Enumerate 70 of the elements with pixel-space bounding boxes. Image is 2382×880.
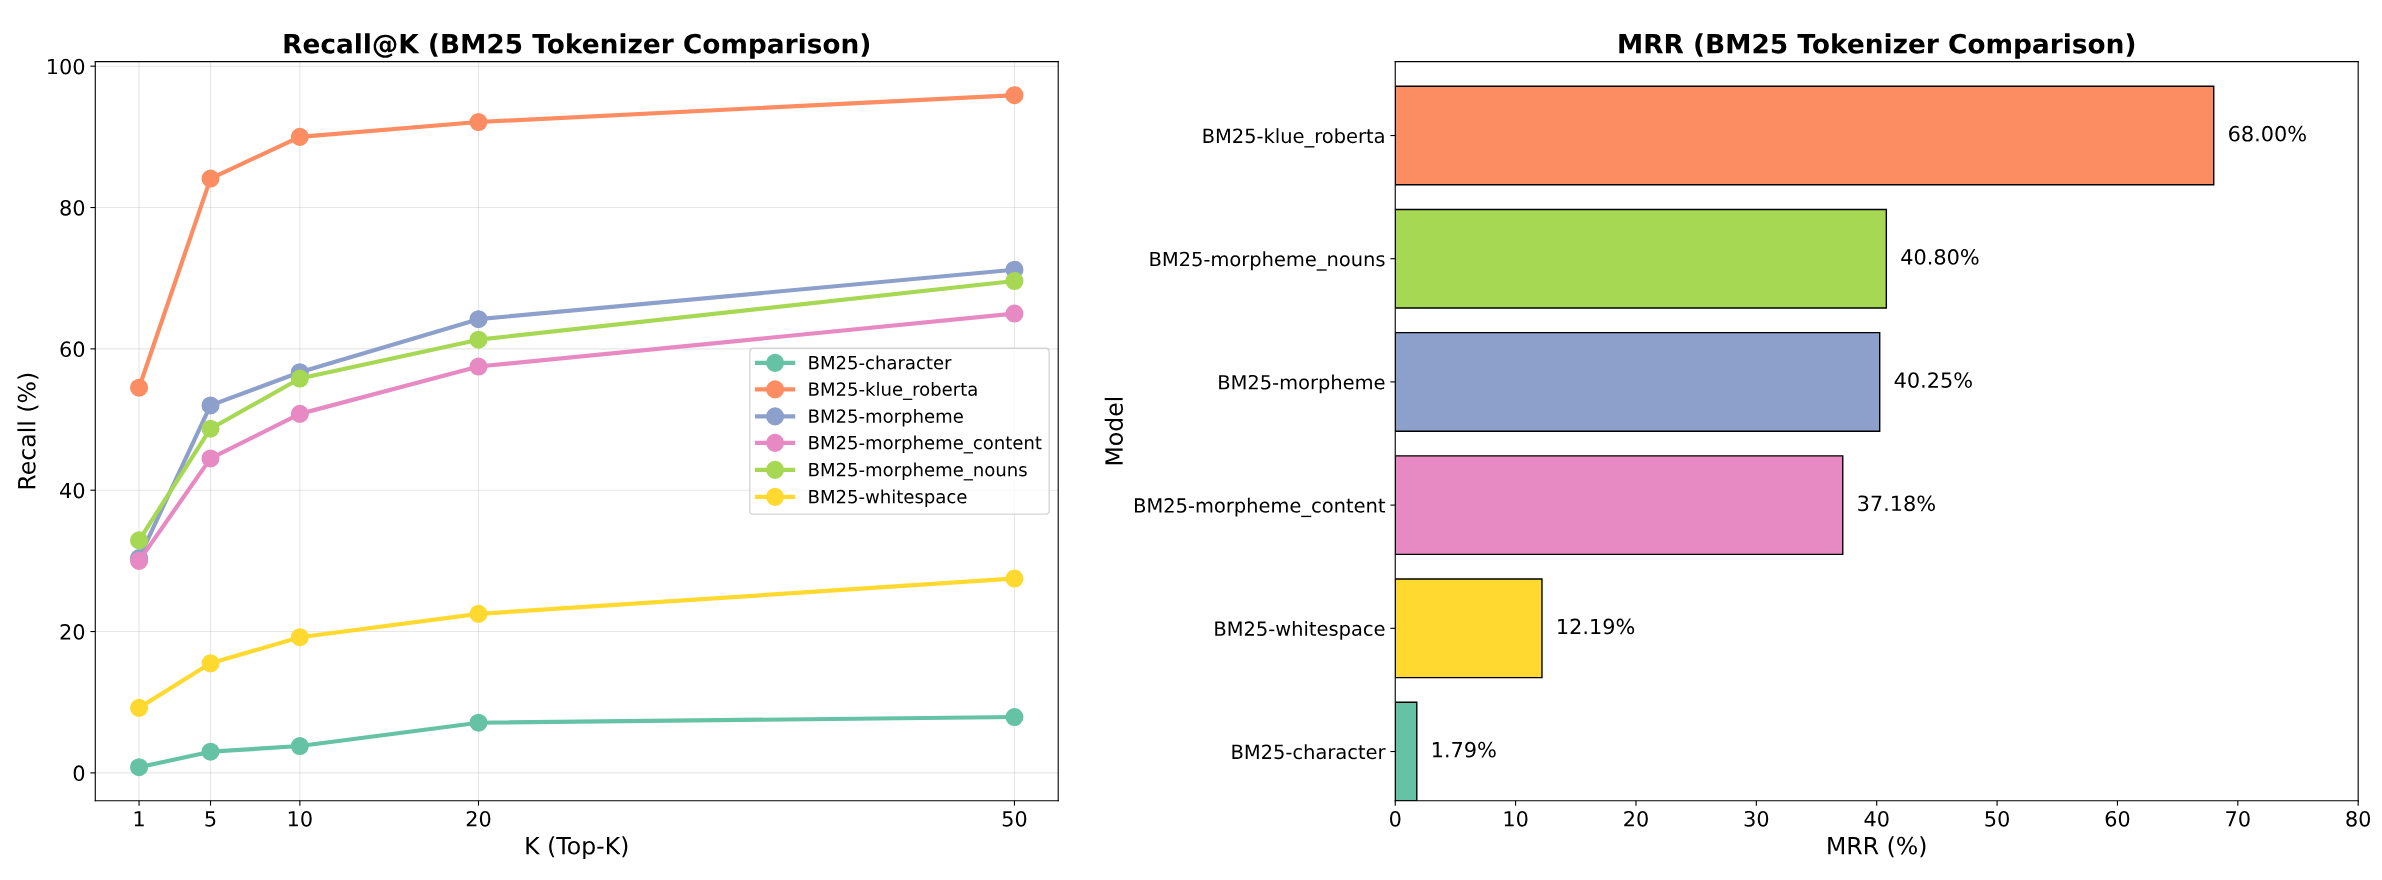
legend-label: BM25-character bbox=[809, 355, 952, 370]
y-tick-label: BM25-klue_roberta bbox=[1203, 128, 1384, 148]
legend-label: BM25-klue_roberta bbox=[809, 381, 977, 400]
x-tick-label: 10 bbox=[1504, 810, 1528, 827]
point bbox=[469, 713, 488, 732]
data-label: 68.00% bbox=[2229, 125, 2306, 142]
point bbox=[290, 737, 309, 756]
x-tick-label: 20 bbox=[1624, 810, 1648, 827]
x-tick-label: 30 bbox=[1744, 810, 1769, 827]
y-tick-label: 100 bbox=[48, 58, 85, 75]
legend-label: BM25-whitespace bbox=[809, 489, 967, 507]
x-tick-label: 1 bbox=[134, 811, 144, 827]
point bbox=[290, 628, 309, 647]
point bbox=[290, 127, 309, 146]
point bbox=[130, 758, 149, 777]
x-axis-title: K (Top-K) bbox=[526, 836, 628, 860]
point bbox=[130, 378, 149, 397]
point bbox=[1005, 271, 1024, 291]
point bbox=[290, 369, 309, 388]
point bbox=[201, 654, 220, 673]
y-tick-label: BM25-morpheme_nouns bbox=[1150, 251, 1385, 271]
y-tick-label: 60 bbox=[60, 341, 85, 358]
y-tick-label: BM25-morpheme_content bbox=[1135, 497, 1386, 518]
point bbox=[201, 169, 220, 188]
y-axis-title: Recall (%) bbox=[17, 373, 39, 489]
data-label: 40.25% bbox=[1894, 372, 1972, 388]
y-tick-label: 0 bbox=[73, 765, 85, 782]
data-label: 40.80% bbox=[1901, 249, 1979, 265]
y-tick-label: BM25-whitespace bbox=[1215, 620, 1385, 640]
point bbox=[201, 419, 220, 438]
point bbox=[469, 357, 488, 376]
point bbox=[290, 404, 309, 423]
chart-title: Recall@K (BM25 Tokenizer Comparison) bbox=[284, 33, 870, 59]
data-label: 12.19% bbox=[1558, 618, 1635, 635]
point bbox=[130, 698, 149, 717]
x-axis-title: MRR (%) bbox=[1828, 836, 1926, 858]
x-tick-label: 50 bbox=[1985, 810, 2009, 827]
point bbox=[1005, 304, 1024, 323]
y-tick-label: 80 bbox=[60, 199, 85, 216]
point bbox=[201, 396, 220, 415]
x-tick-label: 20 bbox=[466, 810, 491, 827]
x-tick-label: 60 bbox=[2105, 810, 2130, 827]
point bbox=[201, 449, 220, 468]
point bbox=[469, 604, 488, 623]
x-tick-label: 50 bbox=[1002, 810, 1027, 827]
chart-title: MRR (BM25 Tokenizer Comparison) bbox=[1619, 33, 2135, 59]
data-label: 37.18% bbox=[1858, 495, 1935, 512]
x-tick-label: 40 bbox=[1864, 810, 1889, 827]
point bbox=[1005, 86, 1024, 105]
point bbox=[1005, 708, 1024, 727]
point bbox=[1005, 569, 1024, 588]
x-tick-label: 80 bbox=[2346, 810, 2371, 827]
point bbox=[201, 742, 220, 761]
y-tick-label: 40 bbox=[60, 482, 85, 499]
point bbox=[130, 531, 149, 550]
legend-label: BM25-morpheme_content bbox=[809, 435, 1042, 454]
legend-label: BM25-morpheme_nouns bbox=[809, 462, 1027, 481]
data-label: 1.79% bbox=[1432, 741, 1496, 758]
legend-label: BM25-morpheme bbox=[809, 408, 963, 427]
y-tick-label: BM25-morpheme bbox=[1219, 374, 1385, 394]
point bbox=[469, 330, 488, 349]
x-tick-label: 70 bbox=[2226, 810, 2250, 827]
y-tick-label: BM25-character bbox=[1232, 744, 1386, 760]
x-tick-label: 0 bbox=[1389, 810, 1401, 827]
x-tick-label: 10 bbox=[288, 810, 312, 827]
y-axis-title: Model bbox=[1104, 397, 1123, 465]
point bbox=[469, 112, 488, 132]
point bbox=[469, 310, 488, 329]
y-tick-label: 20 bbox=[60, 624, 85, 640]
x-tick-label: 5 bbox=[205, 811, 216, 827]
